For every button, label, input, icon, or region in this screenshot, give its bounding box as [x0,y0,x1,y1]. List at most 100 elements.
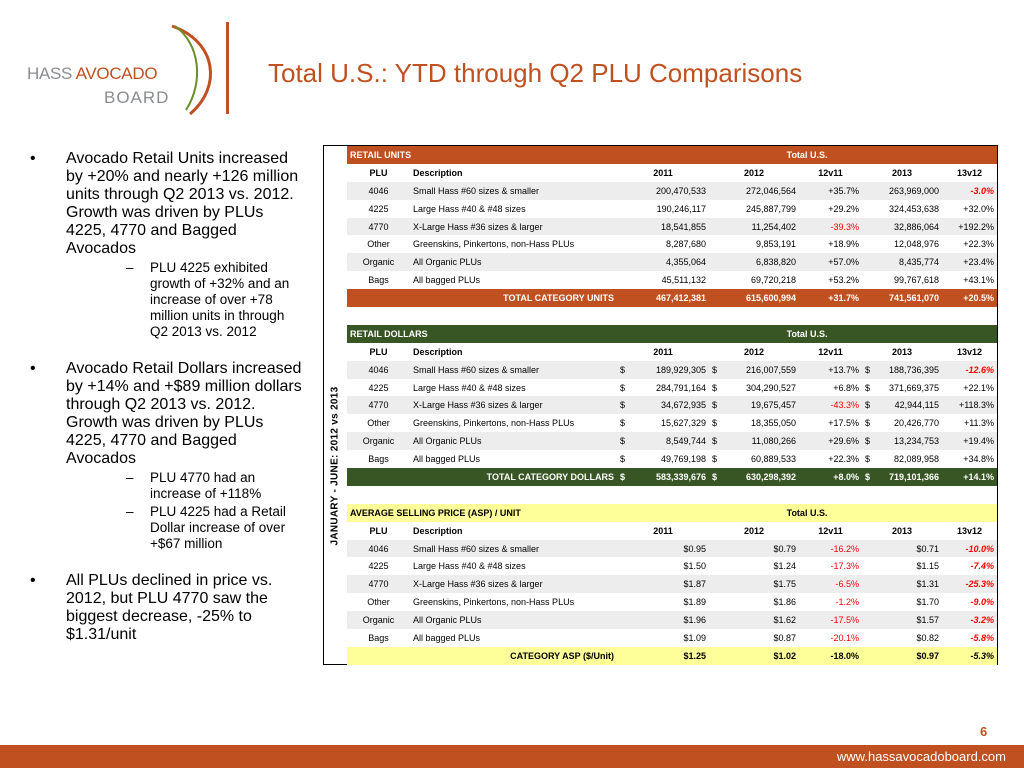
value-2011-cell: $284,791,164 [617,379,709,397]
column-header: 2013 [892,525,913,536]
change-12v11-cell: -16.2% [799,539,863,558]
dollar-sign: $ [620,400,626,411]
change-13v12-cell: -3.0% [942,181,998,200]
change-12v11-cell: +17.5% [828,418,860,429]
value-2011-cell: $1.09 [683,632,707,643]
section-label: RETAIL DOLLARS [347,324,618,343]
plu-cell: 4225 [368,561,389,572]
description-cell: Small Hass #60 sizes & smaller [410,360,618,379]
total-2012-cell: $630,298,392 [709,468,800,486]
value-2012-cell: 11,254,402 [709,217,800,236]
change-12v11-cell: -43.3% [799,396,863,415]
plu-cell: 4046 [347,539,410,558]
value-2011-cell-value: 284,791,164 [655,382,707,393]
change-13v12-cell: -7.4% [970,561,995,572]
change-12v11-cell: -39.3% [799,217,863,236]
value-2013-cell: $1.57 [862,611,943,630]
column-header: 2011 [653,346,673,357]
table-row: 4046 Small Hass #60 sizes & smaller $0.95 $… [347,539,998,558]
column-header: Description [413,525,463,536]
value-2012-cell: $1.24 [773,561,797,572]
value-2012-cell-value: 304,290,527 [745,382,797,393]
bullet-text: Avocado Retail Units increased by +20% a… [66,150,299,257]
section-header-dollars: RETAIL DOLLARS Total U.S. [347,324,998,343]
plu-cell: Other [367,239,390,250]
total-row: TOTAL CATEGORY UNITS 467,412,381 615,600,9… [347,289,998,308]
plu-cell: Other [367,418,390,429]
value-2011-cell: $189,929,305 [617,360,710,379]
plu-cell: 4770 [347,396,410,415]
change-13v12-cell: +22.1% [963,382,995,393]
footer-url: www.hassavocadoboard.com [836,749,1006,764]
value-2012-cell: $19,675,457 [709,396,800,415]
value-2012-cell: $0.79 [709,539,800,558]
total-row: CATEGORY ASP ($/Unit) $1.25 $1.02 -18.0% $0.… [347,646,998,665]
sub-bullet-item: – PLU 4225 exhibited growth of +32% and a… [66,260,306,340]
value-2011-cell-value: 8,549,744 [665,436,707,447]
change-13v12-cell: -9.0% [970,597,995,608]
value-2013-cell: 32,886,064 [862,217,943,236]
value-2011-cell: $1.50 [683,561,707,572]
dollar-sign: $ [712,454,718,465]
value-2011-cell: 200,470,533 [617,181,710,200]
dollar-sign: $ [865,418,871,429]
value-2013-cell: $1.31 [862,575,943,594]
total-label: TOTAL CATEGORY UNITS [347,289,618,308]
dollar-sign: $ [620,364,626,375]
value-2011-cell: $34,672,935 [617,396,710,415]
table-row: 4225 Large Hass #40 & #48 sizes $1.50 $1.24… [347,557,997,575]
value-2013-cell: 8,435,774 [862,253,943,272]
column-header: 2013 [892,346,913,357]
dollar-sign: $ [865,436,871,447]
total-2011-cell: $1.25 [617,646,710,665]
value-2011-cell: 190,246,117 [656,203,707,214]
total-2013-cell: $719,101,366 [862,468,943,486]
value-2012-cell-value: 60,889,533 [750,454,797,465]
total-2012-cell: $1.02 [709,646,800,665]
logo-wordmark: HASS AVOCADO [27,64,158,84]
column-header: 13v12 [957,346,983,357]
column-header-row: PLU Description 2011 2012 12v11 2013 13v12 [347,164,997,182]
value-2012-cell: $304,290,527 [709,379,799,397]
column-header: Description [413,346,463,357]
total-change-12v11-cell: +31.7% [799,289,863,308]
plu-cell: Organic [347,432,410,451]
value-2013-cell: 99,767,618 [893,275,940,286]
bullet-marker: • [30,150,36,167]
region-label: Total U.S. [617,146,998,164]
change-12v11-cell: +18.9% [828,239,860,250]
value-2013-cell: $371,669,375 [862,379,942,397]
change-13v12-cell: -25.3% [942,575,998,594]
value-2011-cell: 4,355,064 [617,253,710,272]
total-change-13v12-cell: +20.5% [942,289,998,308]
column-header: 2012 [744,167,765,178]
value-2011-cell-value: 49,769,198 [660,454,707,465]
plu-cell: Bags [368,275,389,286]
value-2013-cell-value: 82,089,958 [893,454,940,465]
value-2012-cell: 245,887,799 [745,203,797,214]
table-row: 4046 Small Hass #60 sizes & smaller 200,47… [347,181,998,200]
page-number: 6 [980,724,988,739]
total-2012-cell-value: 630,298,392 [745,471,797,482]
total-label: TOTAL CATEGORY DOLLARS [347,468,618,486]
dollar-sign: $ [620,471,626,482]
plu-comparison-table-frame: JANUARY - JUNE: 2012 vs 2013 RETAIL UNIT… [323,145,998,665]
value-2013-cell: $1.70 [916,597,940,608]
table-row: Organic All Organic PLUs $8,549,744 $11,080… [347,432,998,451]
plu-cell: 4770 [347,217,410,236]
value-2012-cell: $1.62 [709,611,800,630]
total-change-12v11-cell: -18.0% [799,646,863,665]
value-2011-cell: 8,287,680 [665,239,707,250]
bullet-item: • Avocado Retail Units increased by +20% … [26,150,306,340]
avocado-leaf-icon [171,24,213,116]
change-13v12-cell: -12.6% [942,360,998,379]
sub-bullet-text: PLU 4225 exhibited growth of +32% and an… [150,260,290,339]
change-13v12-cell: +43.1% [963,275,995,286]
column-header: Description [413,167,463,178]
section-spacer [347,307,997,325]
description-cell: All Organic PLUs [410,253,618,272]
period-side-label: JANUARY - JUNE: 2012 vs 2013 [324,146,347,664]
description-cell: Small Hass #60 sizes & smaller [410,181,618,200]
dollar-sign: $ [712,436,718,447]
bullet-marker: • [30,360,36,377]
